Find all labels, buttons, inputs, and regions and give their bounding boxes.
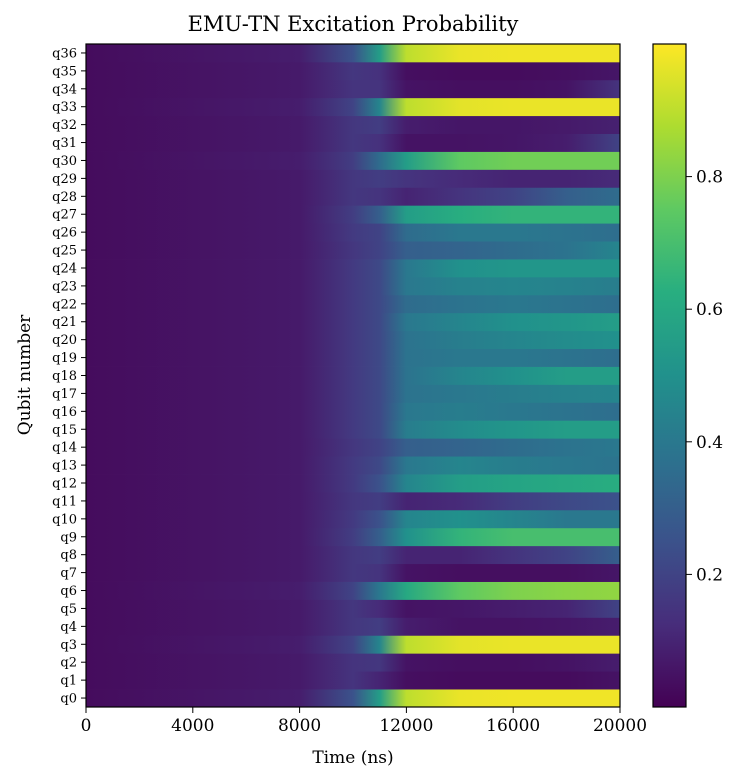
y-tick-label: q5 bbox=[60, 602, 77, 617]
y-tick-label: q10 bbox=[52, 512, 77, 527]
heatmap-cells bbox=[86, 44, 620, 708]
heatmap-row-q18 bbox=[86, 366, 620, 385]
y-tick-label: q20 bbox=[52, 333, 77, 348]
heatmap-row-q5 bbox=[86, 599, 620, 618]
colorbar-tick-label: 0.2 bbox=[696, 565, 723, 585]
y-tick-label: q7 bbox=[60, 566, 77, 581]
y-tick-label: q16 bbox=[52, 405, 77, 420]
y-tick-label: q17 bbox=[52, 387, 77, 402]
heatmap-row-q11 bbox=[86, 491, 620, 511]
y-tick-label: q27 bbox=[52, 208, 77, 223]
heatmap-row-q22 bbox=[86, 294, 620, 314]
heatmap-row-q28 bbox=[86, 187, 620, 206]
y-tick-label: q22 bbox=[52, 297, 77, 312]
y-tick-label: q13 bbox=[52, 459, 77, 474]
chart-title: EMU-TN Excitation Probability bbox=[188, 12, 519, 36]
x-tick-label: 12000 bbox=[379, 716, 433, 736]
heatmap-row-q2 bbox=[86, 653, 620, 672]
y-tick-label: q33 bbox=[52, 100, 77, 115]
y-tick-label: q1 bbox=[60, 674, 77, 689]
heatmap-row-q12 bbox=[86, 474, 620, 493]
y-tick-label: q32 bbox=[52, 118, 77, 133]
y-tick-label: q30 bbox=[52, 154, 77, 169]
heatmap-row-q31 bbox=[86, 133, 620, 152]
heatmap-row-q32 bbox=[86, 115, 620, 134]
x-tick-label: 20000 bbox=[593, 716, 647, 736]
heatmap-row-q10 bbox=[86, 509, 620, 529]
heatmap-row-q25 bbox=[86, 241, 620, 260]
x-axis: 0 4000 8000 12000 16000 20000 bbox=[81, 707, 647, 736]
heatmap-row-q20 bbox=[86, 330, 620, 350]
y-tick-label: q19 bbox=[52, 351, 77, 366]
y-tick-label: q12 bbox=[52, 477, 77, 492]
heatmap-row-q8 bbox=[86, 545, 620, 565]
y-tick-label: q29 bbox=[52, 172, 77, 187]
y-axis-label: Qubit number bbox=[15, 314, 35, 435]
y-tick-label: q0 bbox=[60, 692, 77, 707]
x-tick-label: 4000 bbox=[171, 716, 214, 736]
y-tick-label: q6 bbox=[60, 584, 77, 599]
y-axis: q0 q1 q2 q3 q4 q5 q6 q7 q8 q9 q10 q11 q12 q13 q14 q15 q1… bbox=[52, 46, 86, 707]
heatmap-row-q33 bbox=[86, 97, 620, 117]
heatmap-row-q9 bbox=[86, 527, 620, 547]
y-tick-label: q31 bbox=[52, 136, 77, 151]
y-tick-label: q23 bbox=[52, 279, 77, 294]
heatmap-row-q29 bbox=[86, 169, 620, 188]
heatmap-row-q7 bbox=[86, 563, 620, 582]
heatmap-row-q26 bbox=[86, 223, 620, 242]
heatmap-row-q6 bbox=[86, 581, 620, 600]
heatmap-row-q27 bbox=[86, 205, 620, 224]
heatmap-row-q13 bbox=[86, 456, 620, 475]
y-tick-label: q15 bbox=[52, 423, 77, 438]
heatmap-row-q30 bbox=[86, 151, 620, 170]
y-tick-label: q9 bbox=[60, 530, 77, 545]
colorbar bbox=[652, 43, 687, 708]
heatmap-row-q17 bbox=[86, 384, 620, 403]
heatmap-row-q34 bbox=[86, 79, 620, 99]
y-tick-label: q26 bbox=[52, 226, 77, 241]
y-tick-label: q35 bbox=[52, 64, 77, 79]
heatmap-row-q23 bbox=[86, 276, 620, 296]
y-tick-label: q21 bbox=[52, 315, 77, 330]
x-tick-label: 16000 bbox=[486, 716, 540, 736]
x-tick-label: 0 bbox=[81, 716, 92, 736]
heatmap-row-q3 bbox=[86, 635, 620, 654]
y-tick-label: q11 bbox=[52, 494, 77, 509]
y-tick-label: q14 bbox=[52, 441, 77, 456]
y-tick-label: q8 bbox=[60, 548, 77, 563]
heatmap-row-q36 bbox=[86, 44, 620, 63]
heatmap-row-q1 bbox=[86, 671, 620, 690]
heatmap-row-q4 bbox=[86, 617, 620, 636]
heatmap-row-q16 bbox=[86, 402, 620, 421]
colorbar-tick-label: 0.8 bbox=[696, 168, 723, 188]
x-axis-label: Time (ns) bbox=[312, 748, 393, 768]
heatmap-row-q0 bbox=[86, 689, 620, 708]
heatmap-row-q15 bbox=[86, 420, 620, 439]
heatmap-row-q14 bbox=[86, 438, 620, 457]
y-tick-label: q36 bbox=[52, 46, 77, 61]
colorbar-tick-label: 0.6 bbox=[696, 300, 723, 320]
y-tick-label: q24 bbox=[52, 261, 77, 276]
heatmap-row-q24 bbox=[86, 259, 620, 278]
y-tick-label: q18 bbox=[52, 369, 77, 384]
heatmap-row-q19 bbox=[86, 348, 620, 367]
x-tick-label: 8000 bbox=[278, 716, 321, 736]
y-tick-label: q4 bbox=[60, 620, 77, 635]
colorbar-axis: 0.2 0.4 0.6 0.8 bbox=[686, 168, 723, 585]
y-tick-label: q28 bbox=[52, 190, 77, 205]
y-tick-label: q25 bbox=[52, 244, 77, 259]
y-tick-label: q2 bbox=[60, 656, 77, 671]
heatmap-row-q21 bbox=[86, 312, 620, 332]
heatmap-row-q35 bbox=[86, 61, 620, 81]
y-tick-label: q3 bbox=[60, 638, 77, 653]
colorbar-tick-label: 0.4 bbox=[696, 433, 723, 453]
y-tick-label: q34 bbox=[52, 82, 77, 97]
